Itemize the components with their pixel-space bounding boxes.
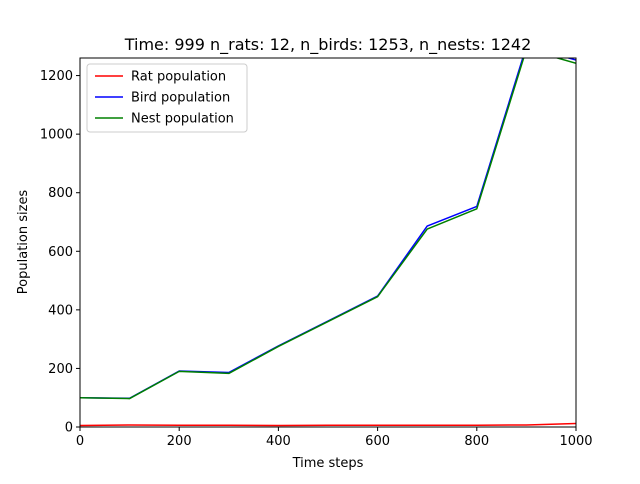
series-line-2 bbox=[80, 58, 576, 400]
y-axis-label: Population sizes bbox=[16, 190, 31, 295]
x-axis-ticks: 0 200 400 600 800 1000 bbox=[76, 427, 593, 449]
y-tick-label-6: 1200 bbox=[40, 69, 73, 84]
y-tick-label-3: 600 bbox=[48, 245, 73, 260]
x-tick-label-3: 600 bbox=[365, 434, 390, 449]
y-tick-label-1: 200 bbox=[48, 362, 73, 377]
x-tick-label-5: 1000 bbox=[559, 434, 592, 449]
x-tick-label-0: 0 bbox=[76, 434, 84, 449]
legend: Rat population Bird population Nest popula… bbox=[86, 63, 248, 133]
legend-box bbox=[86, 63, 248, 133]
series-layer bbox=[80, 58, 576, 427]
series-line-0 bbox=[80, 422, 576, 427]
legend-label-2: Nest population bbox=[131, 112, 234, 127]
x-tick-label-2: 400 bbox=[266, 434, 291, 449]
y-tick-label-0: 0 bbox=[65, 421, 73, 436]
y-tick-label-4: 800 bbox=[48, 186, 73, 201]
x-tick-label-1: 200 bbox=[167, 434, 192, 449]
legend-label-0: Rat population bbox=[131, 70, 226, 85]
y-axis-ticks: 0 200 400 600 800 1000 1200 bbox=[40, 69, 80, 436]
y-tick-label-2: 400 bbox=[48, 303, 73, 318]
x-axis-label: Time steps bbox=[292, 456, 364, 471]
axes-frame bbox=[79, 57, 577, 428]
legend-label-1: Bird population bbox=[131, 91, 230, 106]
y-tick-label-5: 1000 bbox=[40, 128, 73, 143]
chart-title: Time: 999 n_rats: 12, n_birds: 1253, n_n… bbox=[124, 35, 532, 55]
x-tick-label-4: 800 bbox=[464, 434, 489, 449]
